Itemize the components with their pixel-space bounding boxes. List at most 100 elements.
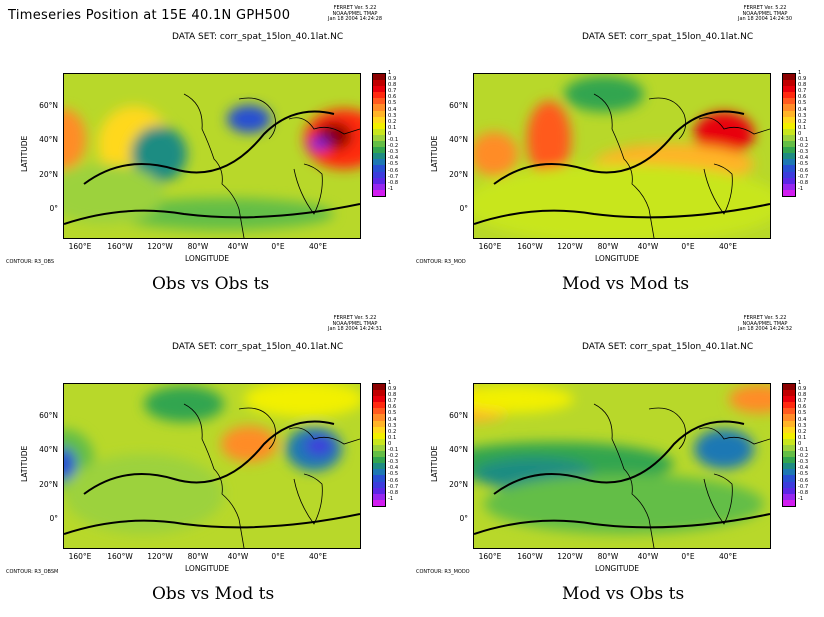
colorbar-label: 0.7	[798, 398, 807, 405]
longitude-tick: 160°E	[68, 552, 92, 561]
colorbar-label: 0.6	[798, 94, 807, 101]
colorbar-swatch	[373, 438, 385, 445]
ferret-ferret: FERRET Ver. 5.22	[333, 5, 377, 11]
colorbar-label: 0.2	[798, 118, 807, 125]
colorbar	[782, 73, 796, 197]
colorbar-swatch	[373, 432, 385, 439]
colorbar-label: -1	[388, 495, 394, 502]
latitude-tick: 20°N	[449, 480, 468, 489]
colorbar-swatch	[783, 134, 795, 142]
colorbar-swatch	[373, 122, 385, 129]
colorbar-label: 0.7	[388, 398, 397, 405]
colorbar-label: -0.5	[798, 161, 809, 168]
colorbar-label: 0.8	[388, 392, 397, 399]
longitude-tick: 160°W	[107, 242, 133, 251]
latitude-tick: 40°N	[449, 135, 468, 144]
longitude-tick: 40°E	[718, 552, 738, 561]
colorbar-label: -0.6	[388, 477, 399, 484]
colorbar-label: 0.4	[798, 106, 807, 113]
colorbar-label: -0.8	[798, 179, 809, 186]
colorbar-label: -0.7	[798, 483, 809, 490]
colorbar-swatch	[373, 487, 385, 494]
colorbar-label: 0.2	[388, 118, 397, 125]
colorbar-swatch	[783, 444, 795, 452]
y-axis-label: LATITUDE	[20, 135, 29, 172]
colorbar-swatch	[783, 390, 795, 397]
longitude-tick: 160°W	[107, 552, 133, 561]
colorbar-swatch	[783, 92, 795, 99]
colorbar-label: -0.7	[388, 173, 399, 180]
colorbar-labels: 1 0.9 0.8 0.7 0.6 0.5 0.4 0.3 0.2 0.1 0 -0.1 -0.2 -0.…	[798, 380, 808, 502]
coastline	[183, 93, 360, 238]
colorbar-label: 0.1	[798, 124, 807, 131]
y-axis-label: LATITUDE	[430, 135, 439, 172]
colorbar-label: 0.1	[798, 434, 807, 441]
colorbar-label: 0.8	[798, 82, 807, 89]
colorbar-swatch	[783, 104, 795, 111]
colorbar-label: 0.2	[798, 428, 807, 435]
correlation-region	[484, 474, 764, 534]
longitude-tick: 160°E	[68, 242, 92, 251]
colorbar-label: 1	[388, 70, 392, 76]
colorbar-label: 0.5	[798, 410, 807, 417]
colorbar-swatch	[783, 189, 795, 196]
colorbar-label: 0.9	[798, 76, 807, 83]
ferret-version-stamp: FERRET Ver. 5.22 NOAA/PMEL TMAP Jan 18 200…	[735, 5, 795, 23]
colorbar-label: 0.3	[388, 112, 397, 119]
colorbar-swatch	[373, 414, 385, 421]
colorbar-swatch	[373, 469, 385, 476]
colorbar-label: 0.5	[388, 100, 397, 107]
ferret-org: NOAA/PMEL TMAP	[742, 10, 788, 17]
longitude-tick: 0°E	[681, 552, 695, 561]
colorbar-label: 0.9	[388, 386, 397, 393]
correlation-region	[729, 385, 770, 413]
colorbar-swatch	[783, 128, 795, 135]
colorbar-swatch	[783, 165, 795, 172]
ferret-time: Jan 18 2004 14:24:28	[327, 16, 383, 22]
colorbar-swatch	[373, 384, 385, 391]
colorbar-label: -0.5	[388, 471, 399, 478]
colorbar-swatch	[783, 475, 795, 482]
colorbar-label: 0.9	[798, 386, 807, 393]
colorbar-swatch	[373, 420, 385, 427]
correlation-map	[473, 383, 771, 549]
longitude-tick: 120°W	[147, 242, 173, 251]
colorbar-swatch	[783, 141, 795, 148]
ferret-version-stamp: FERRET Ver. 5.22 NOAA/PMEL TMAP Jan 18 200…	[325, 5, 385, 23]
colorbar-label: 0	[798, 440, 802, 447]
correlation-region	[64, 448, 76, 480]
colorbar-swatch	[373, 116, 385, 123]
colorbar-swatch	[783, 122, 795, 129]
latitude-tick: 20°N	[39, 480, 58, 489]
colorbar-swatch	[373, 171, 385, 178]
latitude-tick: 0°	[49, 514, 58, 523]
colorbar-swatch	[783, 457, 795, 464]
correlation-region	[564, 76, 644, 112]
longitude-tick: 40°E	[718, 242, 738, 251]
latitude-tick: 60°N	[449, 101, 468, 110]
colorbar-label: -0.8	[798, 489, 809, 496]
correlation-map	[473, 73, 771, 239]
colorbar-swatch	[373, 426, 385, 433]
colorbar-label: -1	[798, 185, 804, 192]
colorbar-swatch	[783, 487, 795, 494]
colorbar-labels: 1 0.9 0.8 0.7 0.6 0.5 0.4 0.3 0.2 0.1 0 -0.1 -0.2 -0.…	[388, 70, 398, 192]
ferret-org: NOAA/PMEL TMAP	[332, 10, 378, 17]
colorbar-label: -0.1	[798, 447, 809, 454]
longitude-tick: 80°W	[187, 552, 209, 561]
colorbar-label: -0.5	[798, 471, 809, 478]
coastline	[593, 93, 770, 238]
colorbar-swatch	[783, 110, 795, 117]
dataset-label: DATA SET: corr_spat_15lon_40.1lat.NC	[582, 342, 754, 352]
longitude-tick: 40°W	[637, 242, 659, 251]
correlation-region	[114, 198, 334, 230]
colorbar-swatch	[783, 183, 795, 190]
contour-variable-label: CONTOUR: R3_OBS	[6, 259, 55, 265]
coastline	[593, 403, 770, 548]
zero-contour	[64, 110, 360, 225]
colorbar-label: 0	[388, 440, 392, 447]
colorbar-swatch	[373, 463, 385, 470]
colorbar-label: 0	[388, 130, 392, 137]
colorbar-label: -0.2	[798, 143, 809, 150]
colorbar-label: -0.3	[388, 459, 399, 466]
